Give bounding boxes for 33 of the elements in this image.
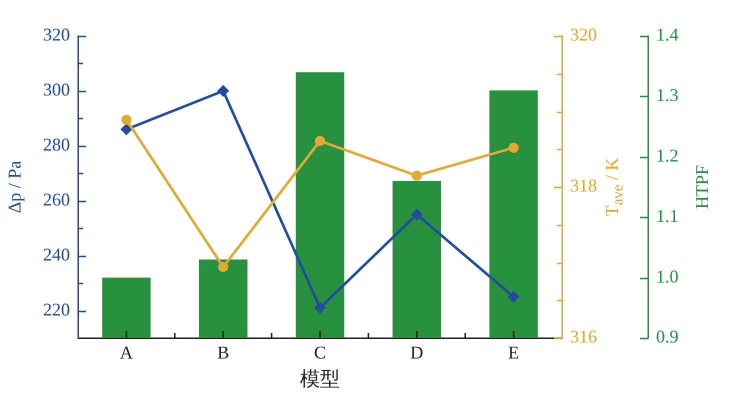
y3-tick-label: 1.1 <box>656 206 678 226</box>
y3-tick-label: 1.4 <box>656 24 678 45</box>
y-axis-title: Δp / Pa <box>4 160 25 214</box>
y-tick-label: 300 <box>43 80 70 100</box>
point <box>508 142 519 153</box>
y3-tick-label: 1.3 <box>656 85 678 106</box>
y2-tick-label: 320 <box>570 24 597 45</box>
y-tick-label: 260 <box>43 189 70 210</box>
point <box>411 208 422 220</box>
point <box>314 136 326 146</box>
y3-tick-label: 0.9 <box>656 326 678 347</box>
y2-tick-label: 316 <box>570 326 597 347</box>
point <box>314 302 326 314</box>
x-tick-label: B <box>217 342 230 363</box>
point <box>412 170 422 181</box>
y-tick-label: 280 <box>43 134 70 155</box>
x-tick-label: A <box>120 342 133 363</box>
y2-tick-label: 318 <box>570 176 597 196</box>
y-tick-label: 220 <box>43 299 70 320</box>
y3-tick-label: 1.2 <box>656 146 678 166</box>
point <box>508 291 520 303</box>
x-tick-label: E <box>508 342 520 363</box>
y-tick-label: 320 <box>43 24 70 45</box>
y3-tick-label: 1.0 <box>656 266 678 286</box>
y-tick-label: 240 <box>43 244 70 264</box>
x-tick-label: D <box>410 342 424 363</box>
point <box>218 262 228 272</box>
y3-axis-title: HTPF <box>692 164 713 210</box>
x-tick-label: C <box>314 342 326 363</box>
point <box>121 114 132 125</box>
point <box>120 124 132 136</box>
x-axis-title: 模型 <box>300 368 340 390</box>
point <box>218 85 229 97</box>
